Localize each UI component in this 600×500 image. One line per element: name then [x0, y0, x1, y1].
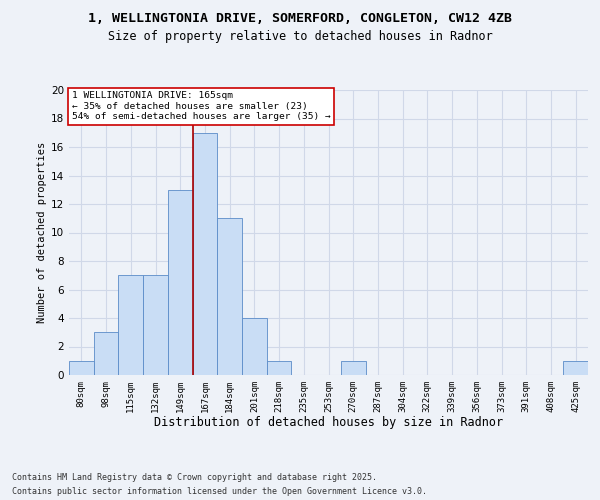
Text: Contains public sector information licensed under the Open Government Licence v3: Contains public sector information licen…	[12, 488, 427, 496]
Bar	[217, 218, 242, 375]
Text: 1 WELLINGTONIA DRIVE: 165sqm
← 35% of detached houses are smaller (23)
54% of se: 1 WELLINGTONIA DRIVE: 165sqm ← 35% of de…	[71, 92, 331, 121]
Text: Contains HM Land Registry data © Crown copyright and database right 2025.: Contains HM Land Registry data © Crown c…	[12, 472, 377, 482]
Bar	[341, 361, 365, 375]
Text: Size of property relative to detached houses in Radnor: Size of property relative to detached ho…	[107, 30, 493, 43]
Text: 1, WELLINGTONIA DRIVE, SOMERFORD, CONGLETON, CW12 4ZB: 1, WELLINGTONIA DRIVE, SOMERFORD, CONGLE…	[88, 12, 512, 26]
Bar	[563, 361, 588, 375]
Bar	[242, 318, 267, 375]
Y-axis label: Number of detached properties: Number of detached properties	[37, 142, 47, 323]
Bar	[143, 275, 168, 375]
Bar	[69, 361, 94, 375]
Bar	[118, 275, 143, 375]
Bar	[168, 190, 193, 375]
Bar	[94, 332, 118, 375]
Bar	[267, 361, 292, 375]
X-axis label: Distribution of detached houses by size in Radnor: Distribution of detached houses by size …	[154, 416, 503, 430]
Bar	[193, 132, 217, 375]
